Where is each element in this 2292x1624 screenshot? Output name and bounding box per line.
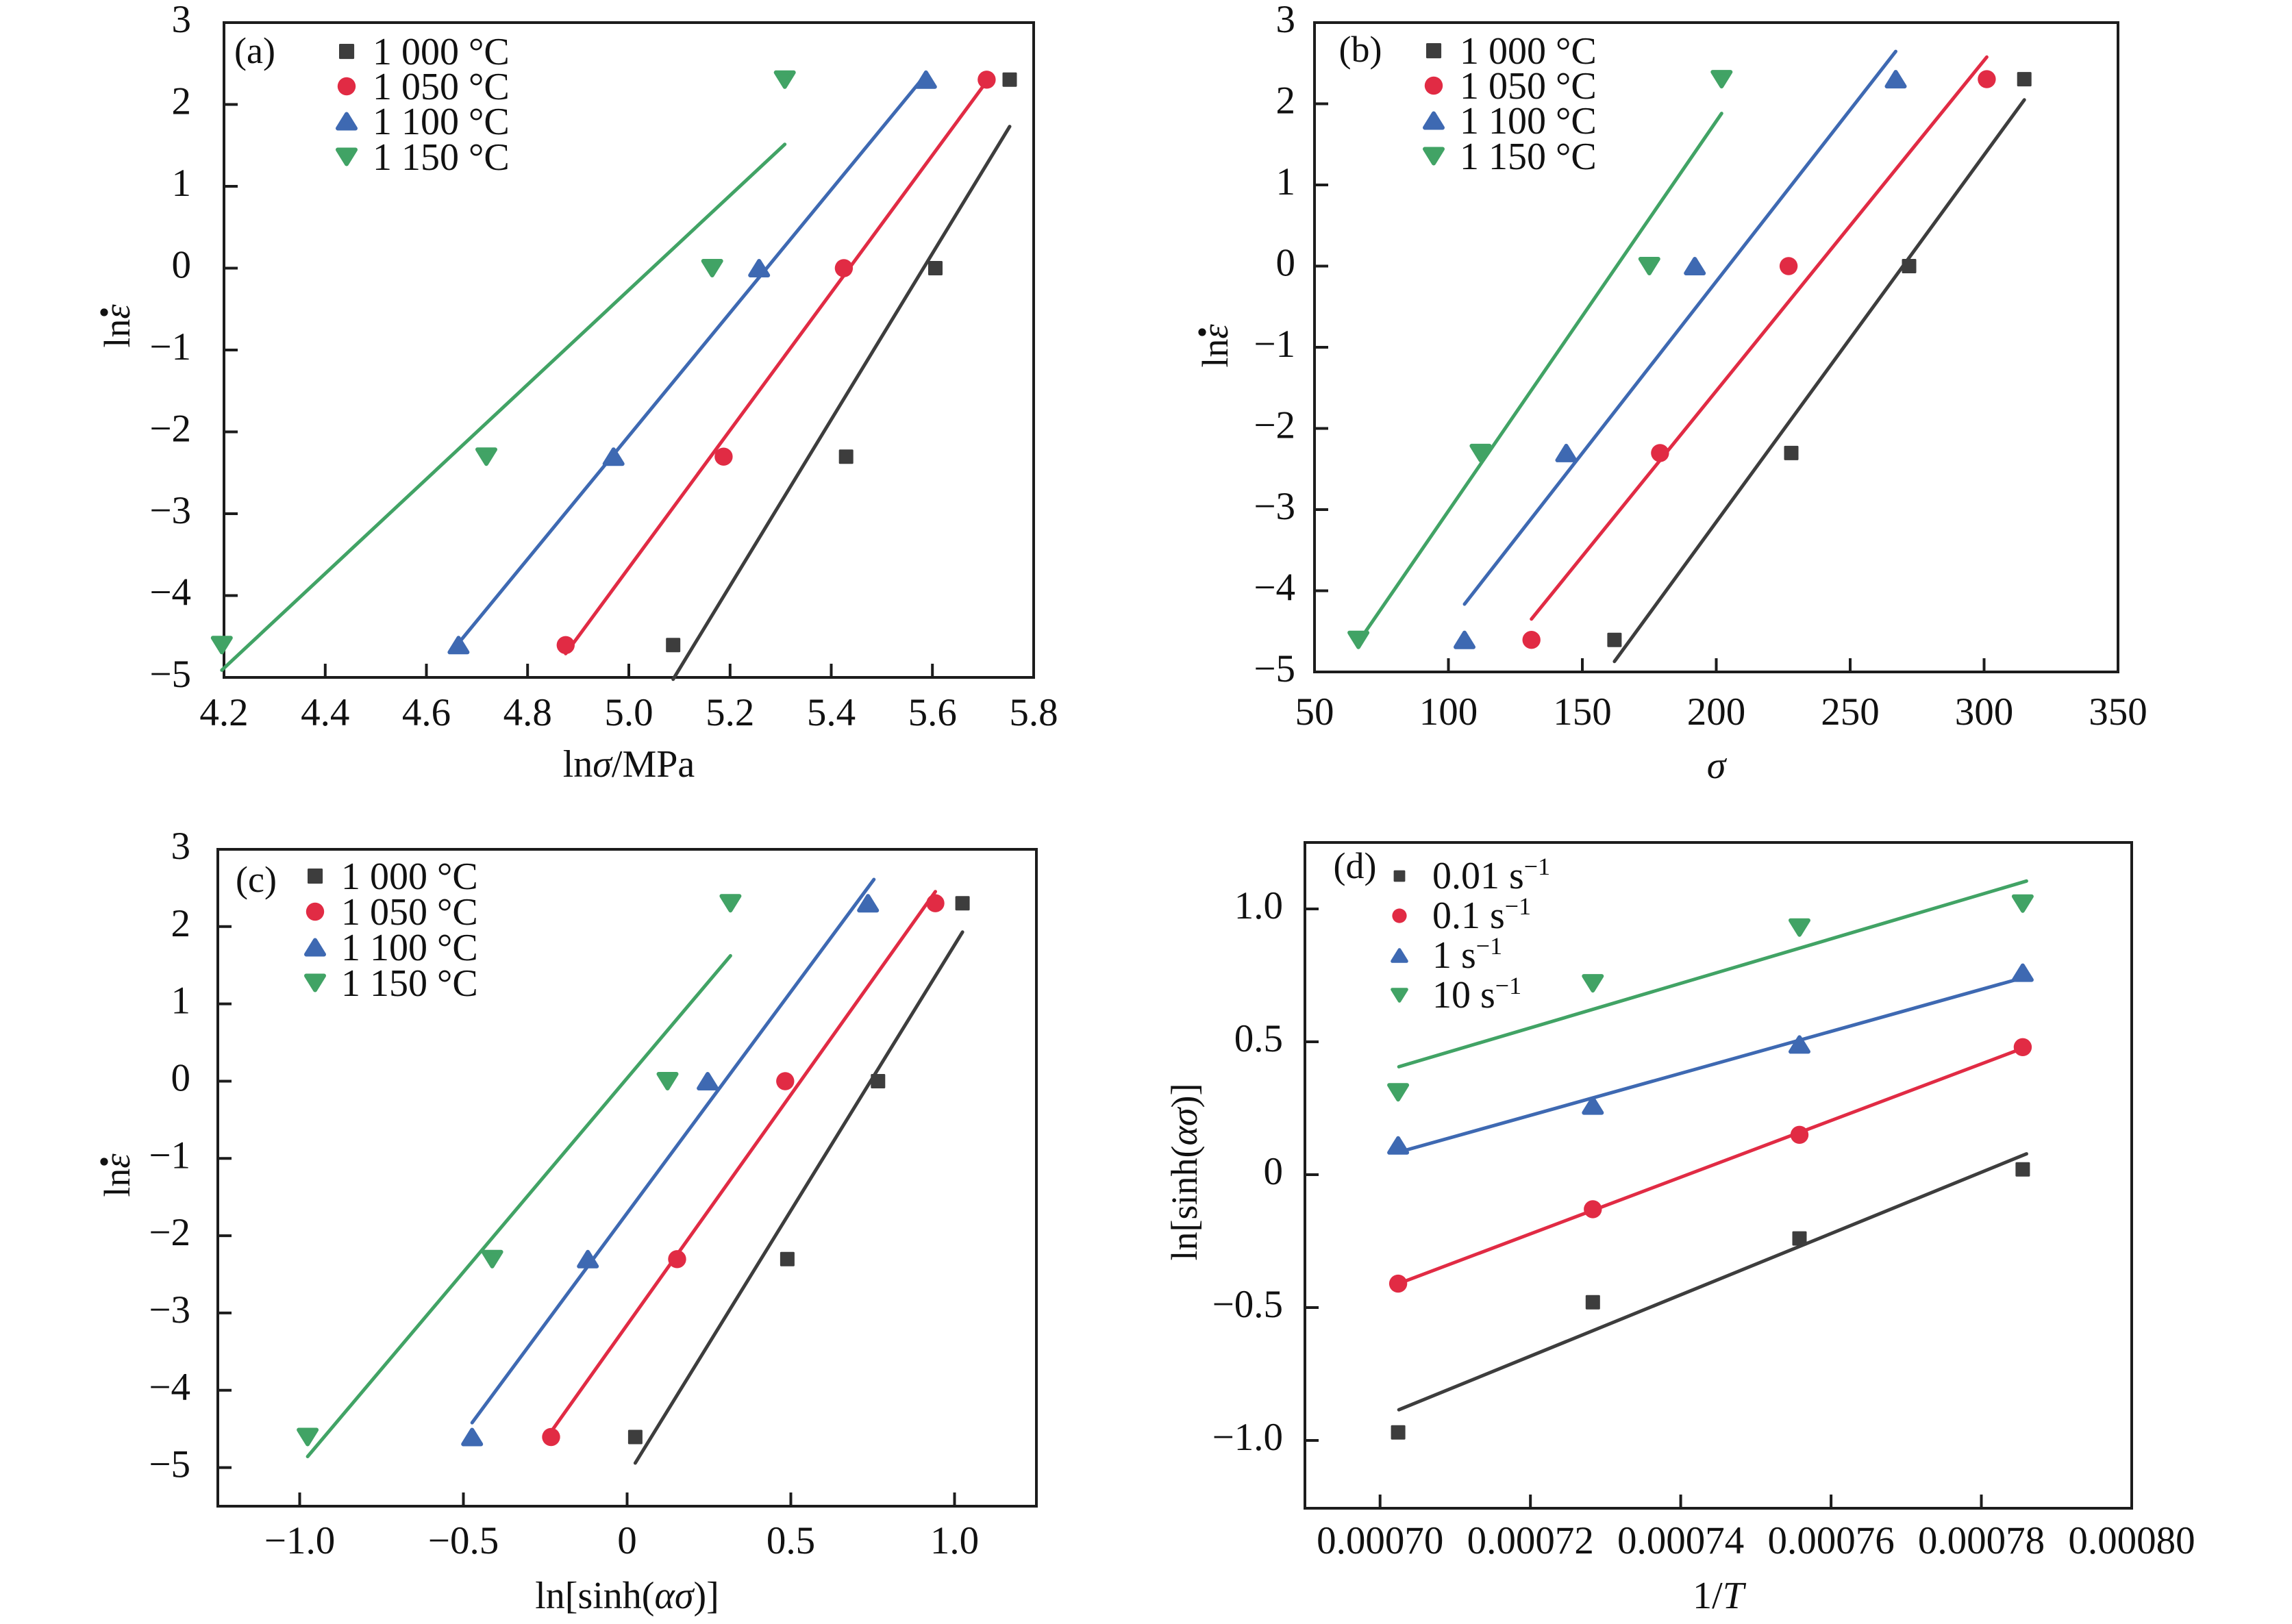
svg-text:3: 3	[1276, 0, 1296, 41]
svg-text:5.4: 5.4	[807, 691, 856, 734]
svg-text:1 100 °C: 1 100 °C	[373, 101, 510, 143]
svg-text:−4: −4	[149, 1366, 190, 1409]
svg-text:(b): (b)	[1339, 29, 1382, 70]
svg-text:0: 0	[171, 1057, 191, 1100]
svg-text:300: 300	[1955, 690, 2014, 734]
svg-text:0: 0	[1276, 242, 1296, 285]
svg-text:−3: −3	[149, 489, 191, 532]
svg-text:2: 2	[1276, 79, 1296, 123]
svg-text:1 s−1: 1 s−1	[1432, 932, 1502, 977]
svg-text:−0.5: −0.5	[428, 1519, 499, 1562]
svg-text:1 050 °C: 1 050 °C	[1460, 65, 1597, 108]
svg-text:3: 3	[172, 0, 192, 41]
svg-text:0.5: 0.5	[767, 1519, 815, 1562]
svg-text:−2: −2	[149, 1211, 190, 1254]
svg-text:ln[sinh(ασ)]: ln[sinh(ασ)]	[1164, 1084, 1205, 1261]
svg-text:1 000 °C: 1 000 °C	[341, 855, 478, 898]
svg-text:1: 1	[171, 979, 191, 1023]
svg-text:5.2: 5.2	[706, 691, 754, 734]
svg-text:5.8: 5.8	[1009, 691, 1058, 734]
svg-text:−1.0: −1.0	[1212, 1416, 1283, 1459]
svg-text:(a): (a)	[234, 30, 275, 71]
svg-text:4.6: 4.6	[402, 691, 451, 734]
svg-text:1 050 °C: 1 050 °C	[373, 66, 510, 108]
svg-text:150: 150	[1553, 690, 1612, 734]
svg-text:4.8: 4.8	[503, 691, 552, 734]
svg-text:−4: −4	[149, 571, 191, 614]
svg-text:1 150 °C: 1 150 °C	[341, 962, 478, 1005]
svg-text:0.00076: 0.00076	[1767, 1519, 1894, 1562]
svg-text:0.00070: 0.00070	[1317, 1519, 1443, 1562]
svg-text:−3: −3	[1254, 485, 1295, 528]
svg-text:1: 1	[172, 162, 192, 205]
svg-text:1 150 °C: 1 150 °C	[373, 136, 510, 179]
svg-text:σ: σ	[1707, 745, 1728, 787]
svg-text:2: 2	[171, 902, 191, 945]
svg-text:4.2: 4.2	[199, 691, 248, 734]
svg-text:−5: −5	[149, 1443, 190, 1486]
svg-text:0.00080: 0.00080	[2068, 1519, 2195, 1562]
svg-text:0: 0	[1264, 1150, 1284, 1193]
svg-text:−1: −1	[149, 325, 191, 368]
svg-text:(d): (d)	[1334, 845, 1377, 886]
svg-text:0: 0	[617, 1519, 637, 1562]
svg-text:1: 1	[1276, 160, 1296, 203]
svg-text:1 000 °C: 1 000 °C	[373, 31, 510, 73]
svg-text:−3: −3	[149, 1288, 190, 1332]
svg-text:−1.0: −1.0	[264, 1519, 335, 1562]
svg-text:0: 0	[172, 244, 192, 287]
svg-text:1 000 °C: 1 000 °C	[1460, 30, 1597, 73]
svg-text:100: 100	[1419, 690, 1478, 734]
svg-text:lnε: lnε	[97, 304, 138, 348]
svg-text:3: 3	[171, 825, 191, 868]
svg-text:−1: −1	[1254, 323, 1295, 366]
svg-text:0.5: 0.5	[1234, 1017, 1283, 1060]
svg-text:−5: −5	[1254, 647, 1295, 690]
svg-text:(c): (c)	[236, 859, 277, 900]
svg-text:0.00074: 0.00074	[1617, 1519, 1744, 1562]
svg-text:1.0: 1.0	[1234, 884, 1283, 927]
svg-text:50: 50	[1295, 690, 1334, 734]
svg-text:4.4: 4.4	[301, 691, 349, 734]
svg-text:5.0: 5.0	[604, 691, 653, 734]
svg-text:−2: −2	[1254, 404, 1295, 447]
svg-text:0.00078: 0.00078	[1918, 1519, 2045, 1562]
svg-text:1/T: 1/T	[1693, 1575, 1747, 1617]
svg-text:−4: −4	[1254, 566, 1295, 610]
svg-text:1 100 °C: 1 100 °C	[341, 927, 478, 969]
svg-text:250: 250	[1821, 690, 1880, 734]
svg-text:350: 350	[2089, 690, 2147, 734]
svg-text:1 150 °C: 1 150 °C	[1460, 136, 1597, 178]
svg-text:1 050 °C: 1 050 °C	[341, 891, 478, 934]
svg-text:−2: −2	[149, 408, 191, 451]
svg-text:ln[sinh(ασ)]: ln[sinh(ασ)]	[535, 1575, 719, 1617]
svg-text:200: 200	[1687, 690, 1746, 734]
svg-text:−1: −1	[149, 1134, 190, 1177]
svg-text:lnσ/MPa: lnσ/MPa	[563, 743, 695, 786]
svg-text:−5: −5	[149, 653, 191, 696]
svg-text:1 100 °C: 1 100 °C	[1460, 100, 1597, 142]
svg-text:lnε: lnε	[97, 1153, 138, 1197]
svg-text:5.6: 5.6	[908, 691, 957, 734]
svg-text:−0.5: −0.5	[1212, 1283, 1283, 1326]
svg-text:0.00072: 0.00072	[1467, 1519, 1594, 1562]
svg-text:1.0: 1.0	[930, 1519, 979, 1562]
svg-text:2: 2	[172, 80, 192, 123]
